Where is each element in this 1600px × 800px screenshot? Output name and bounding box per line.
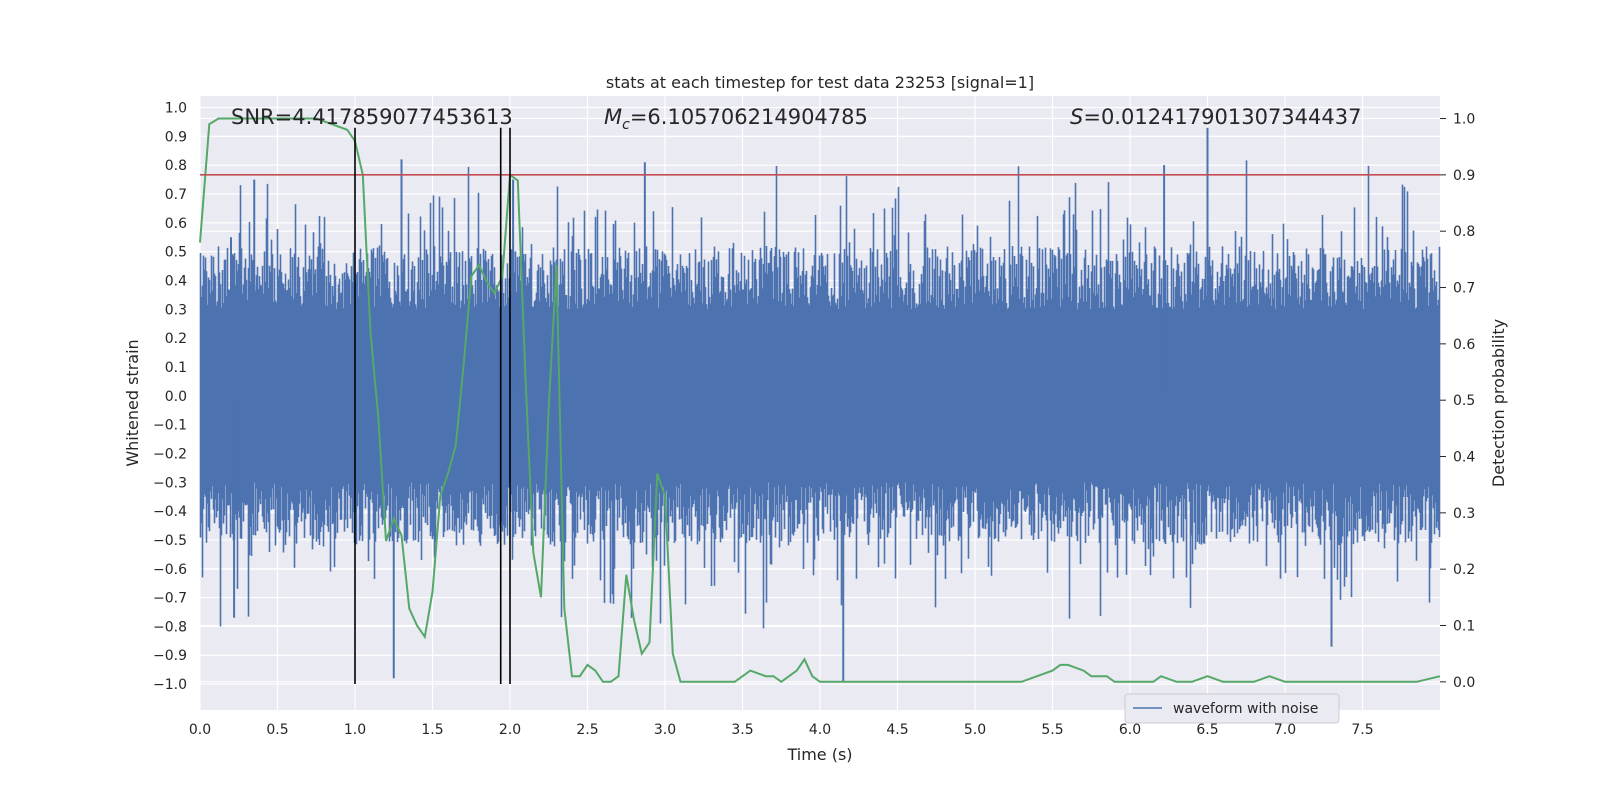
probability-series bbox=[199, 117, 1441, 684]
legend-box bbox=[1124, 693, 1340, 724]
x-tick-label: 4.0 bbox=[809, 722, 831, 738]
x-tick-label: 0.5 bbox=[266, 722, 288, 738]
y-right-tick-label: 0.7 bbox=[1453, 281, 1475, 297]
y-tick-label: −0.8 bbox=[153, 619, 187, 635]
y-tick-label: −0.5 bbox=[153, 533, 187, 549]
x-tick-label: 7.5 bbox=[1351, 722, 1373, 738]
y-tick-label: 0.8 bbox=[165, 158, 187, 174]
y-tick-label: 0.4 bbox=[165, 273, 187, 289]
y-right-tick-label: 0.1 bbox=[1453, 619, 1475, 635]
score-symbol: S bbox=[1070, 105, 1083, 129]
x-tick-label: 5.0 bbox=[964, 722, 986, 738]
x-tick-label: 7.0 bbox=[1274, 722, 1296, 738]
y-tick-label: 1.0 bbox=[165, 101, 187, 117]
y-tick-label: −0.9 bbox=[153, 648, 187, 664]
score-value: =0.012417901307344437 bbox=[1083, 105, 1361, 129]
y-right-tick-label: 0.9 bbox=[1453, 168, 1475, 184]
y-tick-label: −0.2 bbox=[153, 446, 187, 462]
y-axis-right-label: Detection probability bbox=[1489, 319, 1508, 487]
x-tick-label: 1.5 bbox=[421, 722, 443, 738]
y-tick-label: 0.5 bbox=[165, 245, 187, 261]
y-tick-label: −0.3 bbox=[153, 475, 187, 491]
x-tick-label: 0.0 bbox=[189, 722, 211, 738]
x-tick-label: 2.5 bbox=[576, 722, 598, 738]
x-tick-label: 1.0 bbox=[344, 722, 366, 738]
y-right-tick-label: 0.2 bbox=[1453, 562, 1475, 578]
ticks: 0.0 0.5 1.0 1.5 2.0 2.5 3.0 3.5 4.0 4.5 5.0 5.5 6.0 6… bbox=[153, 101, 1475, 738]
y-tick-label: 0.6 bbox=[165, 216, 187, 232]
y-right-tick-label: 0.3 bbox=[1453, 506, 1475, 522]
y-right-tick-label: 0.6 bbox=[1453, 337, 1475, 353]
x-tick-label: 3.0 bbox=[654, 722, 676, 738]
x-axis-label: Time (s) bbox=[786, 745, 852, 764]
x-tick-label: 6.0 bbox=[1119, 722, 1141, 738]
chirp-mass-subscript: c bbox=[622, 117, 630, 133]
y-right-tick-label: 1.0 bbox=[1453, 112, 1475, 128]
y-right-tick-label: 0.5 bbox=[1453, 393, 1475, 409]
x-tick-label: 5.5 bbox=[1041, 722, 1063, 738]
x-tick-label: 6.5 bbox=[1196, 722, 1218, 738]
chart-title: stats at each timestep for test data 232… bbox=[606, 73, 1034, 92]
detection-probability-line bbox=[199, 117, 1441, 684]
y-tick-label: −1.0 bbox=[153, 677, 187, 693]
overlays bbox=[200, 127, 1440, 685]
x-tick-label: 2.0 bbox=[499, 722, 521, 738]
chirp-mass-symbol: M bbox=[604, 105, 622, 129]
y-tick-label: −0.6 bbox=[153, 562, 187, 578]
y-tick-label: 0.3 bbox=[165, 302, 187, 318]
y-axis-label: Whitened strain bbox=[123, 339, 142, 466]
score-annotation: S=0.012417901307344437 bbox=[1070, 105, 1361, 129]
legend-label: waveform with noise bbox=[1173, 701, 1318, 717]
y-tick-label: 0.0 bbox=[165, 389, 187, 405]
x-tick-label: 4.5 bbox=[886, 722, 908, 738]
legend: waveform with noise bbox=[1124, 693, 1340, 724]
y-tick-label: −0.1 bbox=[153, 418, 187, 434]
y-tick-label: 0.1 bbox=[165, 360, 187, 376]
waveform-series bbox=[199, 127, 1441, 682]
y-right-tick-label: 0.8 bbox=[1453, 224, 1475, 240]
y-tick-label: 0.2 bbox=[165, 331, 187, 347]
y-tick-label: 0.7 bbox=[165, 187, 187, 203]
y-tick-label: −0.7 bbox=[153, 591, 187, 607]
y-right-tick-label: 0.0 bbox=[1453, 675, 1475, 691]
y-tick-label: −0.4 bbox=[153, 504, 187, 520]
x-tick-label: 3.5 bbox=[731, 722, 753, 738]
y-tick-label: 0.9 bbox=[165, 129, 187, 145]
y-right-tick-label: 0.4 bbox=[1453, 450, 1475, 466]
chirp-mass-value: =6.105706214904785 bbox=[630, 105, 868, 129]
chirp-mass-annotation: Mc=6.105706214904785 bbox=[604, 105, 868, 133]
snr-annotation: SNR=4.417859077453613 bbox=[231, 105, 513, 129]
